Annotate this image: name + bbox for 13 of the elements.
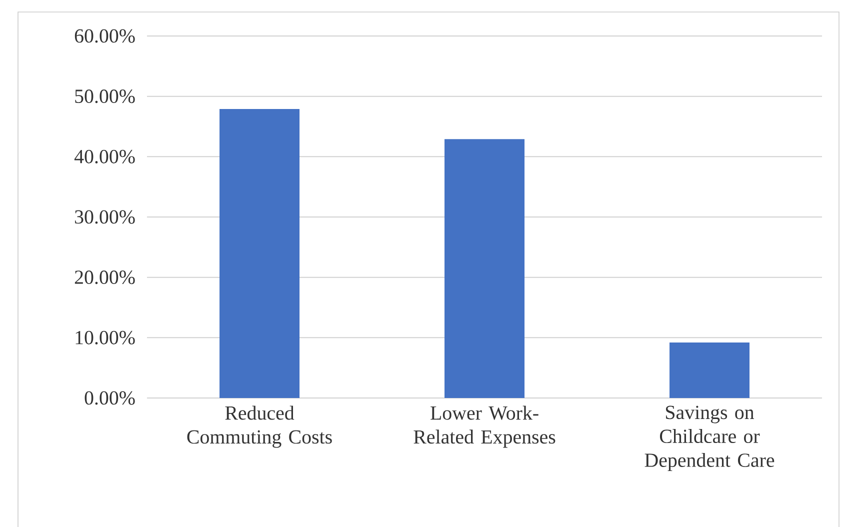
x-tick-label: Reduced Commuting Costs xyxy=(187,406,332,448)
bar xyxy=(444,139,525,398)
y-tick-label: 20.00% xyxy=(74,270,135,284)
y-tick-label: 30.00% xyxy=(75,210,135,224)
y-tick-label: 0.00% xyxy=(84,391,135,405)
x-tick-label: Lower Work-Related Expenses xyxy=(414,406,556,448)
bar xyxy=(670,342,750,398)
bar xyxy=(220,108,300,398)
y-tick-label: 50.00% xyxy=(75,90,135,104)
y-tick-label: 40.00% xyxy=(74,150,135,164)
x-tick-label: Savings on Childcare or Dependent Care xyxy=(644,406,774,472)
y-tick-label: 60.00% xyxy=(74,29,135,43)
y-tick-label: 10.00% xyxy=(76,330,135,344)
